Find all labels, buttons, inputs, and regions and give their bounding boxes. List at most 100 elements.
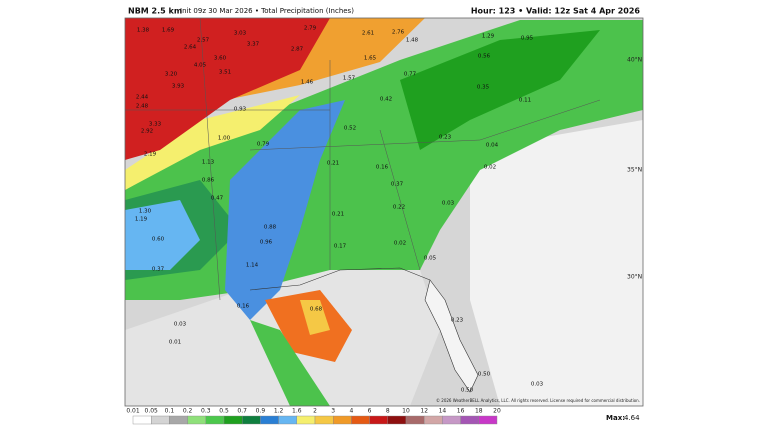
point-value: 0.35	[477, 85, 490, 91]
point-value: 2.79	[304, 26, 317, 32]
precip-gulf-yellow	[300, 300, 330, 335]
color-swatch	[187, 415, 207, 425]
point-value: 0.03	[531, 382, 544, 388]
color-scale-label: 18	[475, 408, 483, 415]
point-value: 1.57	[343, 76, 356, 82]
point-value: 0.68	[310, 307, 323, 313]
color-swatch	[424, 415, 443, 425]
color-swatch	[387, 415, 407, 425]
color-swatch	[460, 415, 480, 425]
color-scale-label: 1.2	[274, 408, 284, 415]
point-value: 1.19	[135, 217, 148, 223]
map: 40°N 35°N 30°N © 2026 WeatherBELL Analyt…	[124, 17, 644, 407]
point-value: 0.60	[152, 237, 165, 243]
point-value: 0.16	[237, 304, 250, 310]
point-value: 1.29	[482, 34, 495, 40]
color-swatch	[351, 415, 370, 425]
point-value: 1.38	[137, 28, 150, 34]
color-swatch	[296, 415, 316, 425]
precip-blue	[225, 100, 345, 320]
color-scale-label: 14	[439, 408, 447, 415]
point-value: 0.23	[439, 135, 452, 141]
point-value: 0.21	[332, 212, 344, 218]
color-scale-label: 0.3	[201, 408, 211, 415]
point-value: 0.03	[174, 322, 187, 328]
point-value: 0.37	[152, 267, 165, 273]
max-value: 4.64	[624, 414, 640, 422]
color-scale-label: 0.01	[126, 408, 140, 415]
point-value: 2.61	[362, 31, 374, 37]
map-frame	[124, 17, 644, 407]
point-value: 0.16	[376, 165, 389, 171]
latitude-label: 30°N	[627, 274, 642, 281]
point-value: 3.93	[172, 84, 185, 90]
florida	[424, 279, 479, 393]
color-swatch	[169, 415, 188, 425]
color-swatch	[405, 415, 425, 425]
color-swatch	[442, 415, 461, 425]
point-value: 0.03	[442, 201, 455, 207]
point-value: 0.01	[169, 340, 181, 346]
color-swatch	[241, 415, 261, 425]
color-scale-label: 8	[386, 408, 390, 415]
coastline	[249, 267, 431, 291]
point-value: 0.77	[404, 72, 417, 78]
point-value: 0.47	[211, 196, 224, 202]
point-value: 1.13	[202, 160, 215, 166]
color-scale-label: 4	[349, 408, 353, 415]
color-scale-label: 0.1	[165, 408, 175, 415]
point-value: 2.64	[184, 45, 197, 51]
color-swatch	[333, 415, 352, 425]
point-value: 1.14	[246, 263, 259, 269]
color-swatch	[223, 415, 243, 425]
color-scale: 0.01 0.05 0.1 0.2 0.3 0.5 0.7 0.9 1.2 1.6 2 3 4 6 8 10 1…	[126, 408, 501, 425]
point-value: 2.19	[144, 152, 157, 158]
point-values: 1.38 1.69 2.57 3.033.37 2.64 3.60 2.87 2.79 2.61…	[135, 26, 544, 394]
point-value: 1.00	[218, 136, 231, 142]
color-swatch	[278, 415, 298, 425]
point-value: 3.60	[214, 56, 227, 62]
point-value: 1.69	[162, 28, 175, 34]
point-value: 0.11	[519, 98, 531, 104]
point-value: 1.65	[364, 56, 377, 62]
point-value: 3.51	[219, 70, 231, 76]
color-swatch	[369, 415, 389, 425]
point-value: 2.57	[197, 38, 210, 44]
color-scale-label: 10	[402, 408, 410, 415]
color-swatch	[132, 415, 152, 425]
point-value: 0.96	[260, 240, 273, 246]
color-scale-label: 3	[331, 408, 335, 415]
precip-lightblue	[125, 200, 200, 270]
latitude-label: 35°N	[627, 167, 642, 174]
point-value: 0.02	[394, 241, 406, 247]
color-scale-label: 1.6	[292, 408, 302, 415]
color-scale-label: 16	[457, 408, 465, 415]
point-value: 0.37	[391, 182, 404, 188]
point-value: 0.05	[424, 256, 437, 262]
point-value: 1.30	[139, 209, 152, 215]
point-value: 0.56	[478, 54, 491, 60]
point-value: 2.92	[141, 129, 153, 135]
header-text: Init 09z 30 Mar 2026 • Total Precipitati…	[180, 7, 354, 15]
point-value: 4.05	[194, 63, 207, 69]
header-valid: Hour: 123 • Valid: 12z Sat 4 Apr 2026	[471, 7, 641, 16]
point-value: 2.87	[291, 47, 304, 53]
point-value: 0.04	[486, 143, 499, 149]
color-swatch	[478, 415, 498, 425]
point-value: 3.37	[247, 42, 260, 48]
color-scale-label: 12	[420, 408, 428, 415]
atlantic	[470, 120, 643, 406]
color-scale-label: 0.7	[237, 408, 247, 415]
copyright: © 2026 WeatherBELL Analytics, LLC. All r…	[436, 398, 640, 403]
point-value: 3.33	[149, 122, 162, 128]
color-scale-label: 6	[368, 408, 372, 415]
point-value: 0.21	[327, 161, 339, 167]
point-value: 0.17	[334, 244, 347, 250]
point-value: 3.03	[234, 31, 247, 37]
color-swatch	[150, 415, 170, 425]
point-value: 0.50	[461, 388, 474, 394]
precip-red	[125, 18, 330, 160]
color-scale-label: 0.2	[183, 408, 193, 415]
color-swatch	[314, 415, 334, 425]
